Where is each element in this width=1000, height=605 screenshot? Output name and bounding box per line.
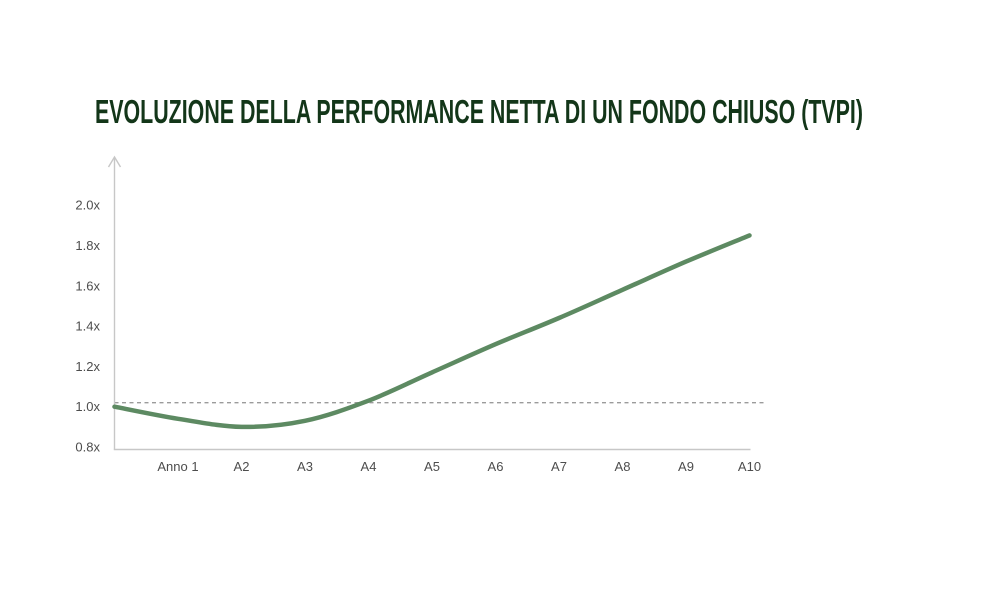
- x-tick-label: A6: [488, 459, 504, 474]
- x-tick-label: A5: [424, 459, 440, 474]
- x-tick-label: A8: [615, 459, 631, 474]
- x-tick-label: A7: [551, 459, 567, 474]
- y-tick-label: 0.8x: [75, 440, 100, 455]
- y-tick-label: 1.6x: [75, 278, 100, 293]
- x-tick-label: A4: [361, 459, 377, 474]
- x-tick-label: A9: [678, 459, 694, 474]
- x-tick-label: A3: [297, 459, 313, 474]
- y-tick-label: 1.2x: [75, 359, 100, 374]
- y-axis-arrow-icon: [107, 155, 122, 168]
- y-tick-label: 1.8x: [75, 238, 100, 253]
- y-tick-label: 2.0x: [75, 198, 100, 213]
- y-tick-label: 1.4x: [75, 319, 100, 334]
- x-tick-label: A10: [738, 459, 761, 474]
- tvpi-series-line: [112, 233, 752, 430]
- chart-title: EVOLUZIONE DELLA PERFORMANCE NETTA DI UN…: [95, 93, 863, 130]
- x-tick-label: Anno 1: [157, 459, 198, 474]
- x-tick-label: A2: [234, 459, 250, 474]
- y-tick-label: 1.0x: [75, 399, 100, 414]
